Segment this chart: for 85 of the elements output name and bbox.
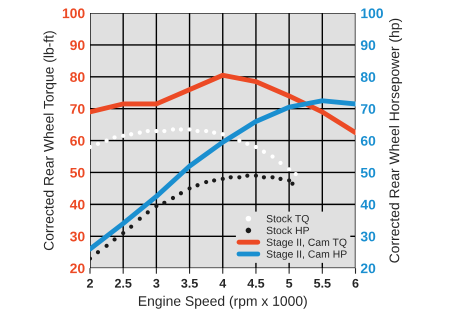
y2-tick-label: 50 bbox=[360, 168, 376, 178]
point bbox=[195, 183, 200, 188]
point bbox=[278, 176, 283, 181]
legend-label: Stage II, Cam HP bbox=[266, 250, 347, 260]
point bbox=[178, 191, 184, 196]
y2-tick-label: 20 bbox=[360, 263, 376, 274]
point bbox=[237, 138, 242, 143]
x-tick-label: 5 bbox=[286, 279, 292, 288]
y2-tick-label: 90 bbox=[360, 40, 376, 50]
x-tick-label: 3 bbox=[153, 278, 160, 288]
point bbox=[170, 196, 176, 200]
y2-tick-label: 40 bbox=[360, 200, 376, 210]
point bbox=[228, 175, 233, 180]
point bbox=[204, 128, 208, 134]
point bbox=[162, 200, 166, 205]
point bbox=[254, 174, 258, 178]
point bbox=[212, 178, 216, 183]
point bbox=[129, 132, 134, 136]
y2-tick-label: 100 bbox=[361, 8, 383, 18]
point bbox=[195, 128, 200, 134]
line-series bbox=[90, 98, 356, 252]
y2-tick-label: 80 bbox=[360, 72, 376, 82]
x-tick-label: 4.5 bbox=[247, 279, 264, 288]
x-axis-title: Engine Speed (rpm x 1000) bbox=[138, 296, 307, 309]
y-tick-label: 40 bbox=[70, 200, 85, 210]
point bbox=[270, 154, 275, 159]
y-tick-label: 90 bbox=[70, 40, 85, 50]
point bbox=[121, 230, 126, 236]
point bbox=[187, 127, 192, 132]
point bbox=[204, 180, 208, 184]
y2-tick-label: 70 bbox=[360, 104, 376, 114]
point bbox=[178, 127, 184, 132]
x-tick-label: 2.5 bbox=[114, 278, 132, 288]
point bbox=[154, 204, 158, 208]
point bbox=[104, 244, 109, 248]
y-tick-label: 80 bbox=[70, 72, 85, 82]
y-tick-label: 70 bbox=[70, 104, 85, 114]
point bbox=[254, 144, 258, 150]
x-tick-label: 2 bbox=[86, 278, 93, 288]
point bbox=[287, 167, 292, 172]
point bbox=[138, 130, 142, 135]
point bbox=[146, 210, 150, 214]
point bbox=[104, 138, 109, 143]
point bbox=[121, 134, 126, 138]
x-tick-label: 3.5 bbox=[181, 278, 198, 288]
x-tick-label: 6 bbox=[352, 278, 359, 288]
legend-label: Stage II, Cam TQ bbox=[266, 238, 346, 248]
y-axis-title: Corrected Rear Wheel Torque (lb-ft) bbox=[43, 31, 56, 250]
y-tick-label: 30 bbox=[70, 232, 85, 242]
point bbox=[154, 128, 158, 134]
point bbox=[287, 178, 292, 183]
point bbox=[96, 142, 100, 146]
point bbox=[245, 142, 250, 146]
x-tick-label: 5.5 bbox=[314, 279, 331, 288]
point bbox=[262, 175, 266, 180]
point bbox=[220, 132, 225, 136]
x-tick-label: 4 bbox=[219, 279, 226, 288]
point bbox=[112, 237, 117, 242]
y2-tick-label: 30 bbox=[360, 232, 376, 242]
point bbox=[237, 175, 242, 180]
legend-label: Stock TQ bbox=[266, 214, 309, 224]
y-tick-label: 50 bbox=[70, 168, 85, 178]
point bbox=[270, 175, 275, 180]
line-series bbox=[90, 72, 356, 136]
point bbox=[146, 128, 150, 134]
point bbox=[212, 130, 216, 135]
point bbox=[138, 216, 142, 221]
y2-axis-title: Corrected Rear Wheel Horsepower (hp) bbox=[389, 18, 402, 263]
legend-label: Stock HP bbox=[266, 226, 309, 234]
point bbox=[245, 174, 250, 178]
y-tick-label: 100 bbox=[62, 8, 85, 18]
point bbox=[129, 224, 134, 229]
point bbox=[262, 150, 266, 154]
point bbox=[220, 176, 225, 181]
y-tick-label: 60 bbox=[70, 136, 85, 146]
point bbox=[112, 135, 117, 140]
point bbox=[290, 182, 295, 186]
point bbox=[294, 172, 298, 176]
point bbox=[187, 186, 192, 191]
y-tick-label: 20 bbox=[70, 263, 85, 274]
point bbox=[162, 128, 166, 134]
point bbox=[170, 127, 176, 132]
point bbox=[278, 160, 283, 166]
point bbox=[96, 250, 100, 254]
y2-tick-label: 60 bbox=[360, 136, 376, 146]
